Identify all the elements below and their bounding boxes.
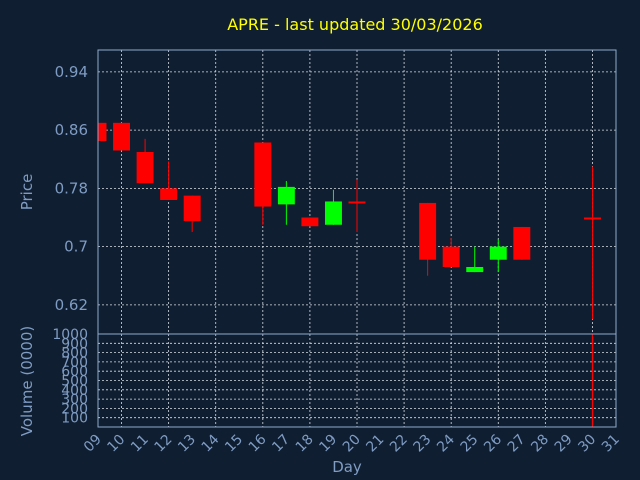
candle: [489, 239, 507, 273]
day-tick-label: 21: [363, 432, 387, 456]
day-tick-label: 25: [458, 432, 482, 456]
day-tick-label: 14: [199, 431, 223, 455]
volume-grid: [98, 334, 616, 427]
price-tick-label: 0.7: [64, 238, 88, 256]
price-tick-label: 0.62: [55, 296, 88, 314]
day-tick-label: 16: [246, 431, 270, 455]
candle: [160, 161, 178, 201]
candles: [97, 122, 601, 320]
candle-body: [160, 188, 178, 201]
price-axis-ticks: 0.62 0.7 0.78 0.86 0.94: [55, 63, 88, 314]
candle: [254, 142, 272, 225]
candle: [183, 195, 201, 233]
candle-body: [136, 151, 154, 184]
candle-body: [277, 186, 295, 205]
price-tick-label: 0.94: [55, 63, 88, 81]
candle-body: [301, 217, 319, 227]
day-tick-label: 31: [599, 432, 623, 456]
candle-body: [442, 246, 460, 268]
volume-axis-label: Volume (0000): [18, 326, 36, 436]
candle-body: [98, 122, 107, 142]
volume-tick-label: 300: [61, 392, 88, 408]
candle: [442, 237, 460, 268]
day-tick-label: 13: [175, 432, 199, 456]
day-tick-label: 24: [434, 431, 458, 455]
day-tick-label: 30: [575, 432, 599, 456]
candle: [583, 166, 601, 320]
candle-body: [324, 201, 342, 225]
price-tick-label: 0.86: [55, 121, 88, 139]
day-tick-label: 09: [81, 432, 105, 456]
day-tick-label: 27: [505, 432, 529, 456]
candle-body: [466, 267, 484, 273]
candle: [513, 226, 531, 260]
day-tick-label: 28: [528, 432, 552, 456]
candle-body: [254, 142, 272, 207]
volume-tick-label: 1000: [52, 327, 88, 343]
day-tick-label: 15: [222, 432, 246, 456]
candle-body: [513, 226, 531, 260]
day-tick-label: 22: [387, 432, 411, 456]
candle: [324, 189, 342, 225]
day-tick-label: 29: [552, 432, 576, 456]
volume-tick-label: 400: [61, 383, 88, 399]
day-tick-label: 26: [481, 431, 505, 455]
day-axis-label: Day: [332, 458, 362, 476]
volume-tick-label: 500: [61, 374, 88, 390]
day-tick-label: 12: [152, 432, 176, 456]
candle-body: [113, 122, 131, 151]
volume-tick-label: 800: [61, 346, 88, 362]
day-tick-label: 11: [128, 432, 152, 456]
day-tick-label: 10: [104, 432, 128, 456]
candle: [348, 179, 366, 233]
volume-panel-frame: [97, 333, 617, 428]
day-tick-label: 18: [293, 432, 317, 456]
candle-body: [583, 217, 601, 220]
candle-body: [183, 195, 201, 222]
candle: [136, 138, 154, 184]
day-tick-label: 19: [316, 432, 340, 456]
day-tick-label: 17: [269, 432, 293, 456]
candle-body: [348, 201, 366, 204]
volume-tick-label: 700: [61, 355, 88, 371]
price-axis-label: Price: [18, 174, 36, 211]
day-tick-label: 20: [340, 432, 364, 456]
candle: [113, 122, 131, 151]
day-axis-ticks: 09 10 11 12 13 14 15 16 17 18 19 20 21 22 23 24 25 26 27 28…: [81, 431, 623, 455]
price-tick-label: 0.78: [55, 179, 88, 197]
chart-title: APRE - last updated 30/03/2026: [227, 15, 483, 34]
candle: [301, 217, 319, 227]
candle: [277, 181, 295, 225]
volume-tick-label: 200: [61, 401, 88, 417]
volume-tick-label: 100: [61, 411, 88, 427]
candle: [97, 122, 107, 142]
candle-body: [419, 202, 437, 260]
volume-tick-label: 600: [61, 364, 88, 380]
day-tick-label: 23: [411, 432, 435, 456]
candle-body: [489, 246, 507, 260]
candle: [466, 246, 484, 273]
volume-tick-label: 900: [61, 336, 88, 352]
candle: [419, 202, 437, 276]
